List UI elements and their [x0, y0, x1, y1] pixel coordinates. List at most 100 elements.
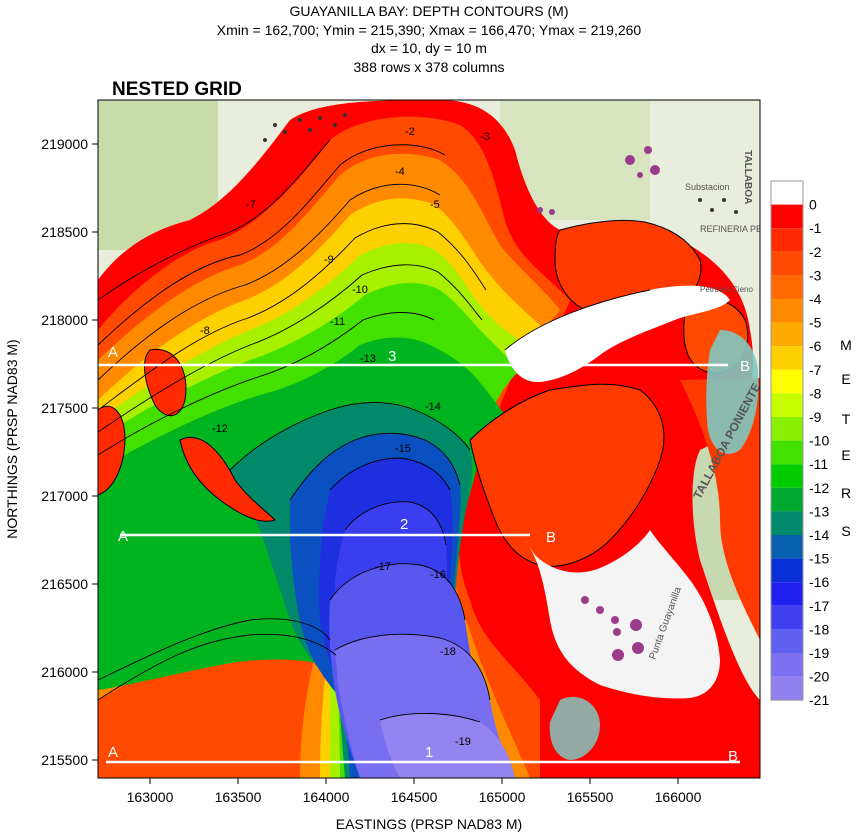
colorbar-label: -12 [809, 480, 829, 496]
colorbar-swatch [771, 275, 803, 299]
tank-farm [537, 146, 660, 661]
colorbar-label: -19 [809, 645, 829, 661]
contour-label: -7 [246, 199, 256, 211]
contour-label: -8 [200, 325, 210, 337]
x-tick-label: 164500 [391, 789, 438, 805]
contour-label: -15 [395, 443, 411, 455]
map-frame [97, 99, 761, 779]
east-headland [469, 383, 665, 567]
colorbar-swatch [771, 299, 803, 323]
basemap-label: REFINERIA PETROLEO [700, 224, 799, 234]
y-tick-label: 218000 [41, 312, 88, 328]
section-2-start: A [118, 528, 128, 545]
basemap-label: Petroleo Cieno [700, 285, 753, 294]
colorbar-label: -20 [809, 669, 829, 685]
colorbar-swatch [771, 322, 803, 347]
y-tick-label: 215500 [41, 752, 88, 768]
contour-label: -4 [395, 166, 405, 178]
contour-label: -13 [360, 353, 376, 365]
section-1-end: B [728, 748, 738, 765]
colorbar-label: -10 [809, 433, 829, 449]
colorbar-swatch [771, 558, 803, 583]
contour-label: -11 [330, 316, 345, 328]
contour-label: -14 [425, 401, 441, 413]
shoal-west-3 [98, 405, 126, 496]
contour-label: -19 [455, 736, 471, 748]
x-tick-label: 166000 [655, 789, 702, 805]
section-1-number: 1 [425, 744, 433, 761]
unit-letter: E [841, 371, 850, 387]
colorbar-label: -4 [809, 291, 822, 307]
y-tick-label: 217500 [41, 400, 88, 416]
unit-letter: R [841, 485, 851, 501]
colorbar-label: -8 [809, 385, 822, 401]
settlement-dots [263, 113, 738, 214]
map-title-block: GUAYANILLA BAY: DEPTH CONTOURS (M) Xmin … [0, 2, 858, 76]
colorbar-swatch [771, 181, 803, 205]
y-axis-label: NORTHINGS (PRSP NAD83 M) [4, 339, 20, 538]
colorbar-swatch [771, 440, 803, 465]
colorbar-label: -9 [809, 409, 822, 425]
colorbar-label: -14 [809, 527, 829, 543]
shoal-west-2 [179, 436, 276, 522]
colorbar-label: -17 [809, 598, 829, 614]
unit-letter: E [841, 447, 850, 463]
title-line-1: GUAYANILLA BAY: DEPTH CONTOURS (M) [289, 3, 569, 19]
mangrove-patch-south [549, 696, 600, 760]
colorbar-label: 0 [809, 197, 817, 213]
nested-grid-label: NESTED GRID [112, 79, 242, 100]
title-line-4: 388 rows x 378 columns [353, 58, 505, 75]
unit-letter: T [842, 411, 851, 427]
basemap-label: Substacion [685, 182, 730, 192]
x-tick-label: 165000 [479, 789, 526, 805]
basemap-label: TALLABOA [742, 150, 753, 204]
colorbar-label: -15 [809, 551, 829, 567]
contour-label: -12 [212, 423, 228, 435]
section-2-number: 2 [400, 516, 408, 533]
colorbar-swatch [771, 676, 803, 701]
colorbar-label: -18 [809, 621, 829, 637]
mangrove-patch [706, 330, 759, 454]
colorbar-swatch [771, 511, 803, 535]
colorbar-label: -3 [809, 267, 822, 283]
contour-label: -5 [430, 199, 440, 211]
colorbar-swatch [771, 251, 803, 276]
colorbar-swatch [771, 582, 803, 606]
colorbar-swatch [771, 369, 803, 394]
colorbar-swatch [771, 535, 803, 559]
y-tick-label: 217000 [41, 488, 88, 504]
x-axis-label: EASTINGS (PRSP NAD83 M) [336, 816, 522, 832]
colorbar-swatch [771, 228, 803, 252]
title-line-2: Xmin = 162,700; Ymin = 215,390; Xmax = 1… [216, 21, 642, 38]
contour-label: -2 [405, 126, 415, 138]
colorbar-label: -5 [809, 315, 822, 331]
map-plot-area: -2 -3 -4 -5 -7 -8 -9 -10 -11 -12 -13 -14… [98, 100, 799, 778]
unit-letter: M [840, 337, 852, 353]
refinery-landfill [505, 285, 730, 383]
section-3-end: B [740, 358, 750, 375]
section-3-number: 3 [388, 348, 396, 365]
section-3-start: A [108, 344, 118, 361]
colorbar-label: -16 [809, 574, 829, 590]
contour-label: -9 [324, 254, 334, 266]
x-tick-label: 164000 [303, 789, 350, 805]
section-1-start: A [108, 744, 118, 761]
colorbar-label: -1 [809, 220, 822, 236]
contour-label: -17 [375, 561, 391, 573]
colorbar-unit-letters: M E T E R S [840, 337, 852, 539]
section-lines [98, 363, 740, 764]
colorbar-label: -7 [809, 362, 822, 378]
x-tick-label: 163000 [127, 789, 174, 805]
colorbar-swatch [771, 417, 803, 441]
colorbar-label: -11 [809, 456, 828, 472]
section-markers: A 3 B A 2 B A 1 B [108, 344, 750, 765]
colorbar-swatch [771, 629, 803, 653]
punta-guayanilla-land [525, 530, 720, 699]
colorbar-swatch [771, 487, 803, 512]
y-tick-marks [92, 143, 98, 761]
unit-letter: S [841, 523, 850, 539]
colorbar-label: -13 [809, 503, 829, 519]
colorbar-swatch [771, 464, 803, 488]
contour-label-group: -2 -3 -4 -5 -7 -8 -9 -10 -11 -12 -13 -14… [200, 126, 490, 748]
